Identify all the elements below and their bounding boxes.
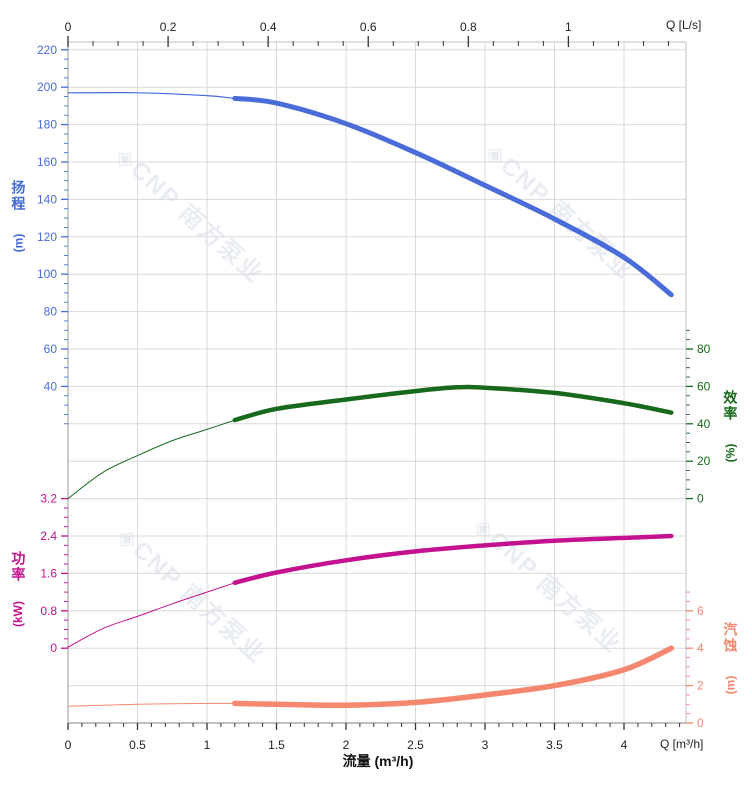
bottom-axis-unit-label: Q [m³/h] <box>660 737 704 751</box>
head-tick-label: 100 <box>37 267 57 281</box>
npsh-axis-title-text: 汽蚀 <box>722 622 739 654</box>
efficiency-axis: 80 60 40 20 0 <box>686 329 711 506</box>
efficiency-curve-thin <box>67 419 236 500</box>
watermark-text-4: ◈CNP 南方泵业 <box>468 512 627 660</box>
bottom-tick-label: 0.5 <box>129 738 146 752</box>
bottom-tick-label: 3 <box>482 738 489 752</box>
head-axis-title: 扬程 (m) <box>4 180 32 253</box>
bottom-tick-label: 3.5 <box>546 738 563 752</box>
top-tick-label: 0.2 <box>160 20 177 34</box>
power-tick-label: 1.6 <box>40 566 57 580</box>
npsh-axis: 6 4 2 0 <box>686 591 704 730</box>
top-axis-unit-label: Q [L/s] <box>666 18 702 32</box>
head-tick-label: 160 <box>37 155 57 169</box>
head-tick-label: 180 <box>37 118 57 132</box>
efficiency-tick-label: 80 <box>697 342 711 356</box>
flow-axis-title: 流量 (m³/h) <box>342 753 414 769</box>
power-tick-label: 3.2 <box>40 492 57 506</box>
curve-layer <box>67 91 675 709</box>
top-axis: 0 0.2 0.4 0.6 0.8 1 <box>65 20 669 47</box>
efficiency-tick-label: 0 <box>697 492 704 506</box>
power-axis-title: 功率 (kW) <box>4 551 32 627</box>
watermark-text-3: ◈CNP 南方泵业 <box>112 522 271 670</box>
npsh-curve-thin <box>67 702 236 707</box>
npsh-tick-label: 2 <box>697 679 704 693</box>
watermark-layer: ◈CNP 南方泵业 ◈CNP 南方泵业 ◈CNP 南方泵业 ◈CNP 南方泵业 <box>110 138 639 670</box>
head-curve-bold <box>232 95 674 298</box>
watermark-text-2: ◈CNP 南方泵业 <box>480 138 639 286</box>
grid-layer <box>68 42 686 723</box>
top-tick-label: 0.8 <box>460 20 477 34</box>
head-tick-label: 120 <box>37 230 57 244</box>
efficiency-axis-unit: (%) <box>722 443 737 463</box>
power-curve-thin <box>67 582 236 648</box>
power-axis-unit: (kW) <box>11 601 25 627</box>
bottom-axis: 0 0.5 1 1.5 2 2.5 3 3.5 4 <box>65 723 681 752</box>
efficiency-tick-label: 60 <box>697 379 711 393</box>
head-tick-label: 40 <box>44 379 58 393</box>
head-tick-label: 200 <box>37 80 57 94</box>
efficiency-tick-label: 40 <box>697 417 711 431</box>
top-tick-label: 1 <box>565 20 572 34</box>
head-tick-label: 140 <box>37 192 57 206</box>
top-tick-label: 0.4 <box>260 20 277 34</box>
head-axis-title-text: 扬程 <box>10 180 27 212</box>
head-tick-label: 60 <box>44 342 58 356</box>
power-axis: 3.2 2.4 1.6 0.8 0 <box>40 492 68 655</box>
npsh-tick-label: 6 <box>697 604 704 618</box>
spine-layer <box>67 41 687 724</box>
head-tick-label: 80 <box>44 305 58 319</box>
watermark-text-1: ◈CNP 南方泵业 <box>110 142 269 290</box>
bottom-tick-label: 0 <box>65 738 72 752</box>
top-tick-label: 0.6 <box>360 20 377 34</box>
head-tick-label: 220 <box>37 43 57 57</box>
efficiency-tick-label: 20 <box>697 454 711 468</box>
bottom-tick-label: 2 <box>343 738 350 752</box>
npsh-tick-label: 4 <box>697 641 704 655</box>
head-axis: 220 200 180 160 140 120 100 80 60 40 <box>37 43 68 425</box>
bottom-tick-label: 2.5 <box>407 738 424 752</box>
npsh-curve-bold <box>232 645 675 709</box>
power-tick-label: 2.4 <box>40 529 57 543</box>
head-axis-unit: (m) <box>10 233 25 253</box>
power-tick-label: 0 <box>50 641 57 655</box>
efficiency-axis-title: 效率 (%) <box>716 390 744 463</box>
head-curve-thin <box>67 91 236 99</box>
power-curve-bold <box>232 533 674 586</box>
top-tick-label: 0 <box>65 20 72 34</box>
bottom-tick-label: 4 <box>621 738 628 752</box>
efficiency-curve-bold <box>232 384 674 423</box>
power-axis-title-text: 功率 <box>10 551 27 583</box>
efficiency-axis-title-text: 效率 <box>722 390 739 422</box>
npsh-axis-unit: (m) <box>722 675 737 695</box>
npsh-axis-title: 汽蚀 (m) <box>716 622 744 695</box>
npsh-tick-label: 0 <box>697 716 704 730</box>
power-tick-label: 0.8 <box>40 604 57 618</box>
bottom-tick-label: 1.5 <box>268 738 285 752</box>
bottom-tick-label: 1 <box>204 738 211 752</box>
